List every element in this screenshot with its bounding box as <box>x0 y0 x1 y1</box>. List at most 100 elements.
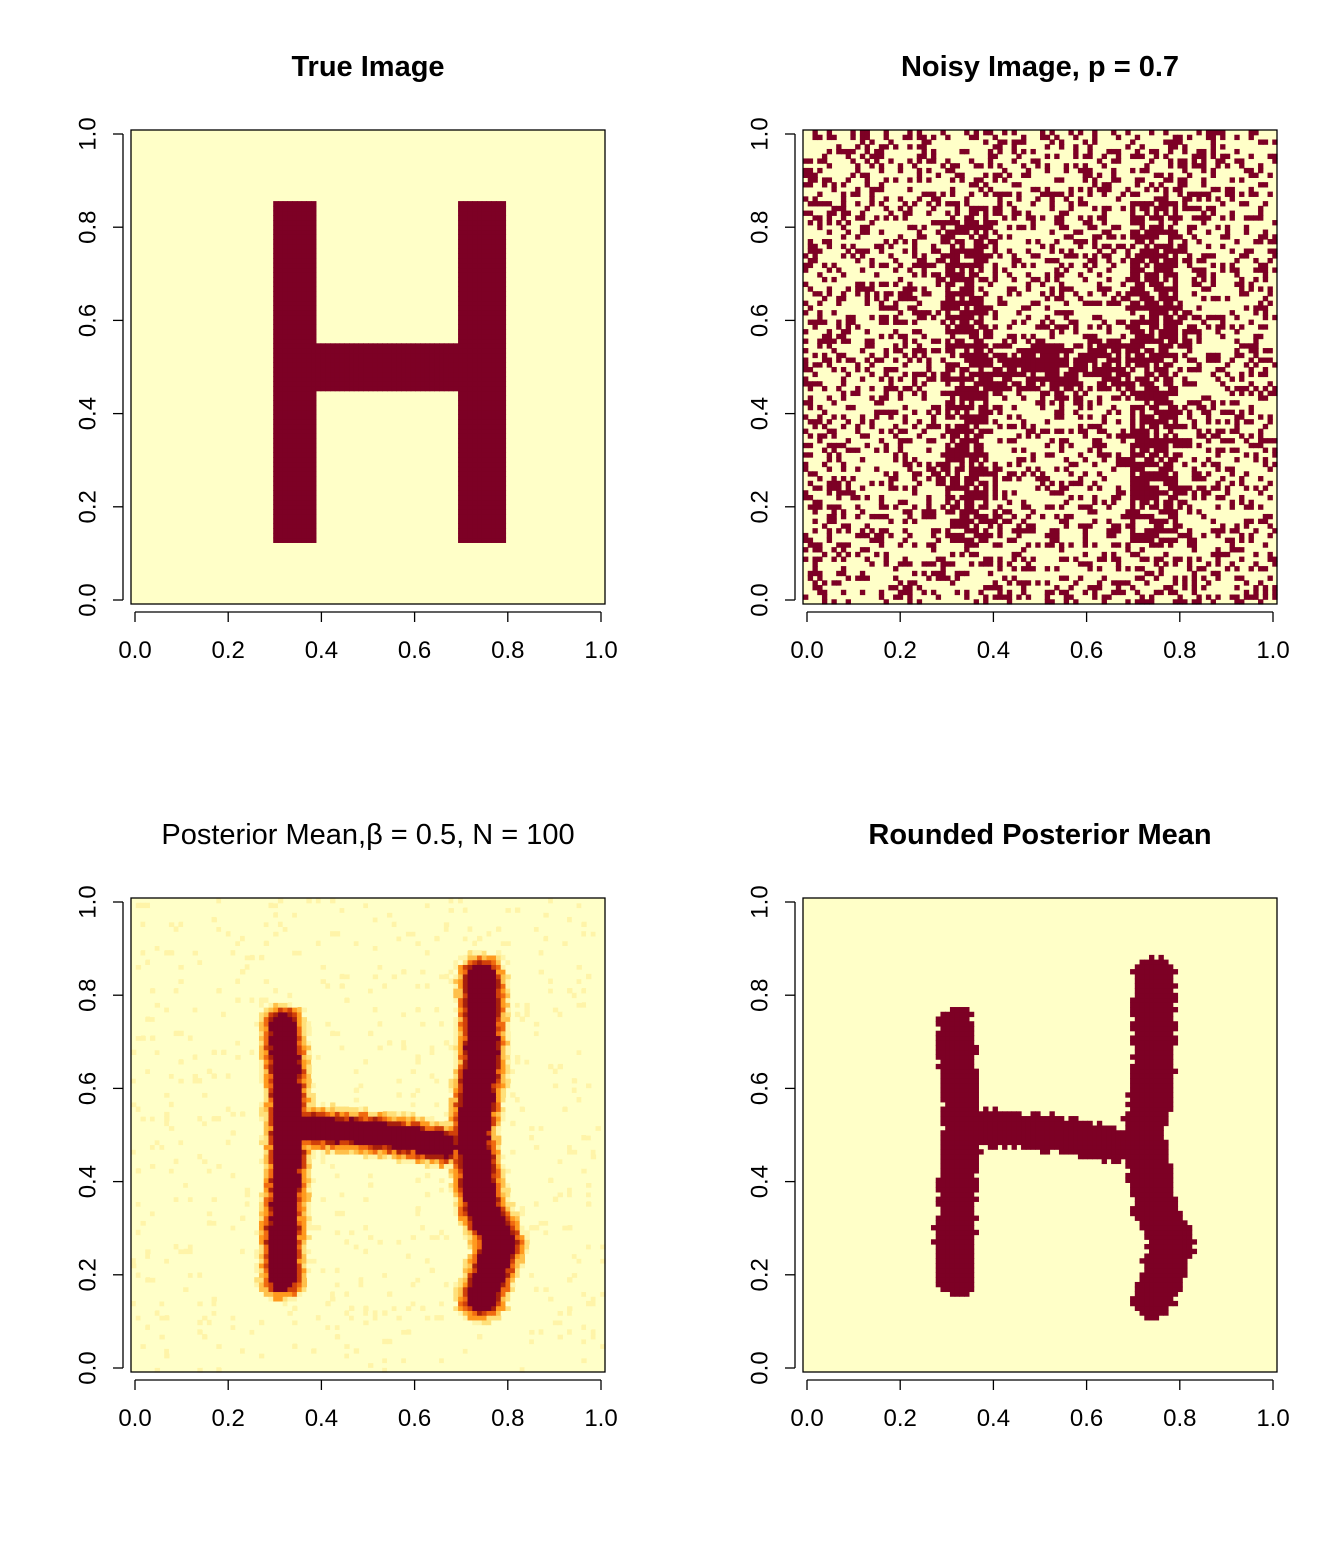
heatmap-cell <box>482 410 487 415</box>
heatmap-cell <box>311 343 316 348</box>
heatmap-cell <box>926 376 931 381</box>
heatmap-cell <box>458 519 463 524</box>
heatmap-cell <box>449 376 454 381</box>
heatmap-cell <box>917 310 922 315</box>
heatmap-cell <box>879 595 884 600</box>
heatmap-cell <box>501 244 506 249</box>
heatmap-cell <box>1002 358 1007 363</box>
heatmap-cell <box>1225 486 1230 491</box>
heatmap-cell <box>974 395 979 400</box>
heatmap-cell <box>1215 315 1220 320</box>
heatmap-cell <box>292 215 297 220</box>
heatmap-cell <box>841 272 846 277</box>
heatmap-cell <box>1211 315 1216 320</box>
heatmap-cell <box>335 343 340 348</box>
heatmap-cell <box>969 490 974 495</box>
heatmap-cell <box>1268 381 1273 386</box>
heatmap-cell <box>302 504 307 509</box>
heatmap-cell <box>330 381 335 386</box>
heatmap-cell <box>1106 362 1111 367</box>
heatmap-cell <box>808 386 813 391</box>
heatmap-cell <box>501 448 506 453</box>
heatmap-cell <box>496 263 501 268</box>
heatmap-cell <box>1087 372 1092 377</box>
heatmap-cell <box>496 234 501 239</box>
heatmap-cell <box>1087 324 1092 329</box>
heatmap-cell <box>950 234 955 239</box>
heatmap-cell <box>1073 320 1078 325</box>
heatmap-cell <box>1021 557 1026 562</box>
heatmap-cell <box>1135 258 1140 263</box>
heatmap-cell <box>1154 443 1159 448</box>
heatmap-cell <box>1140 305 1145 310</box>
heatmap-cell <box>491 348 496 353</box>
heatmap-cell <box>1059 211 1064 216</box>
heatmap-cell <box>496 286 501 291</box>
heatmap-cell <box>903 320 908 325</box>
heatmap-cell <box>1187 225 1192 230</box>
heatmap-cell <box>893 585 898 590</box>
heatmap-cell <box>1068 201 1073 206</box>
heatmap-cell <box>491 282 496 287</box>
heatmap-cell <box>496 391 501 396</box>
heatmap-cell <box>893 258 898 263</box>
heatmap-cell <box>903 462 908 467</box>
heatmap-cell <box>482 429 487 434</box>
heatmap-cell <box>1031 509 1036 514</box>
heatmap-cell <box>1154 324 1159 329</box>
heatmap-cell <box>287 438 292 443</box>
heatmap-cell <box>458 272 463 277</box>
heatmap-cell <box>860 571 865 576</box>
heatmap-cell <box>1268 438 1273 443</box>
heatmap-cell <box>482 358 487 363</box>
heatmap-cell <box>1064 500 1069 505</box>
heatmap-cell <box>888 410 893 415</box>
heatmap-cell <box>969 267 974 272</box>
heatmap-cell <box>1230 192 1235 197</box>
heatmap-cell <box>496 386 501 391</box>
heatmap-cell <box>865 343 870 348</box>
heatmap-cell <box>978 267 983 272</box>
heatmap-cell <box>292 239 297 244</box>
heatmap-cell <box>1111 590 1116 595</box>
heatmap-cell <box>1163 258 1168 263</box>
heatmap-cell <box>278 296 283 301</box>
heatmap-cell <box>273 362 278 367</box>
heatmap-cell <box>945 486 950 491</box>
heatmap-cell <box>1258 334 1263 339</box>
heatmap-cell <box>491 286 496 291</box>
heatmap-cell <box>311 310 316 315</box>
heatmap-cell <box>1234 547 1239 552</box>
heatmap-cell <box>950 201 955 206</box>
heatmap-cell <box>1130 405 1135 410</box>
heatmap-cell <box>487 220 492 225</box>
heatmap-cell <box>1244 291 1249 296</box>
heatmap-cell <box>306 310 311 315</box>
heatmap-cell <box>869 424 874 429</box>
heatmap-cell <box>501 320 506 325</box>
heatmap-cell <box>808 263 813 268</box>
heatmap-cell <box>1154 244 1159 249</box>
heatmap-cell <box>1049 286 1054 291</box>
heatmap-cell <box>496 334 501 339</box>
heatmap-cell <box>311 215 316 220</box>
heatmap-cell <box>491 471 496 476</box>
heatmap-cell <box>940 301 945 306</box>
heatmap-cell <box>959 386 964 391</box>
heatmap-cell <box>330 372 335 377</box>
heatmap-cell <box>463 504 468 509</box>
heatmap-cell <box>1206 595 1211 600</box>
heatmap-cell <box>278 372 283 377</box>
heatmap-cell <box>1026 353 1031 358</box>
heatmap-cell <box>1130 277 1135 282</box>
heatmap-cell <box>1268 192 1273 197</box>
heatmap-cell <box>827 267 832 272</box>
heatmap-cell <box>287 376 292 381</box>
heatmap-cell <box>1140 462 1145 467</box>
heatmap-cell <box>874 533 879 538</box>
heatmap-cell <box>1168 414 1173 419</box>
heatmap-cell <box>898 334 903 339</box>
heatmap-cell <box>458 433 463 438</box>
heatmap-cell <box>1064 519 1069 524</box>
heatmap-cell <box>501 310 506 315</box>
